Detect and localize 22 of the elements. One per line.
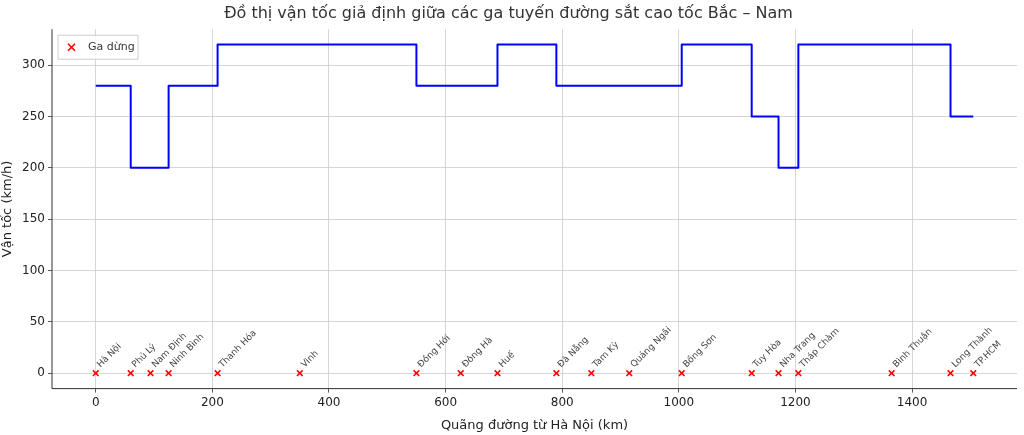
annotation: Vinh <box>298 348 320 370</box>
x-tick-label: 0 <box>91 394 100 409</box>
annotation: Hà Nội <box>94 341 123 370</box>
x-tick-label: 600 <box>434 394 458 409</box>
x-tick-label: 800 <box>550 394 574 409</box>
x-tick-label: 1200 <box>780 394 811 409</box>
x-tick-label: 400 <box>317 394 341 409</box>
legend-label: Ga dừng <box>88 40 135 54</box>
y-tick-label: 200 <box>22 159 45 174</box>
x-axis-title: Quãng đường từ Hà Nội (km) <box>440 416 629 432</box>
annotation: Tam Kỳ <box>589 338 621 370</box>
x-tick-label: 200 <box>200 394 224 409</box>
x-tick-label: 1400 <box>896 394 928 409</box>
chart-title: Đồ thị vận tốc giả định giữa các ga tuyến đường sắt cao tốc Bắc – Nam <box>224 2 793 22</box>
y-tick-label: 50 <box>29 313 45 328</box>
y-tick-label: 300 <box>22 57 45 72</box>
y-tick-label: 150 <box>22 211 45 226</box>
y-tick-label: 100 <box>22 262 45 277</box>
y-tick-label: 250 <box>22 108 45 123</box>
y-axis-title: Vận tốc (km/h) <box>0 160 15 258</box>
x-tick-label: 1000 <box>663 394 695 409</box>
y-tick-label: 0 <box>37 365 45 380</box>
